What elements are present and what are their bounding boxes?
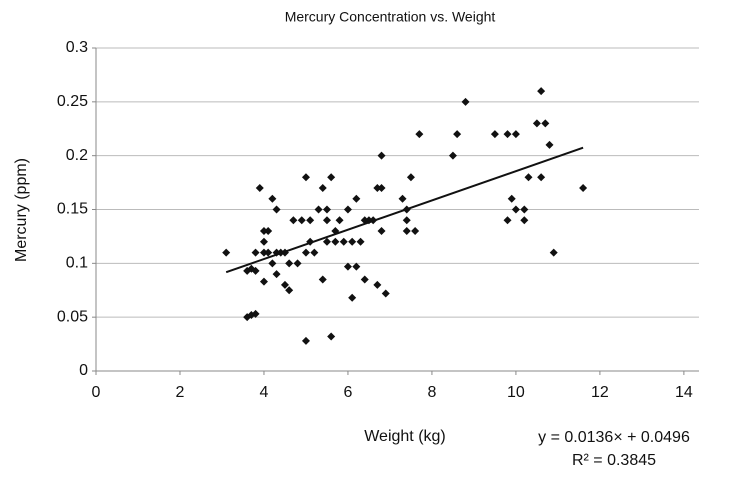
point bbox=[532, 119, 541, 128]
point bbox=[352, 262, 361, 271]
point bbox=[348, 237, 357, 246]
point bbox=[377, 151, 386, 160]
point bbox=[453, 130, 462, 139]
x-tick-label: 2 bbox=[176, 384, 185, 401]
point bbox=[406, 173, 415, 182]
point bbox=[285, 259, 294, 268]
trendline bbox=[225, 146, 584, 274]
point bbox=[461, 97, 470, 106]
point bbox=[377, 227, 386, 236]
point bbox=[537, 173, 546, 182]
point bbox=[490, 130, 499, 139]
point bbox=[549, 248, 558, 257]
point bbox=[520, 216, 529, 225]
point bbox=[322, 205, 331, 214]
point bbox=[322, 237, 331, 246]
point bbox=[280, 280, 289, 289]
point bbox=[352, 194, 361, 203]
point bbox=[511, 130, 520, 139]
point bbox=[402, 216, 411, 225]
point bbox=[415, 130, 424, 139]
point bbox=[297, 216, 306, 225]
point bbox=[331, 237, 340, 246]
x-axis-label: Weight (kg) bbox=[364, 428, 446, 445]
point bbox=[398, 194, 407, 203]
x-tick-label: 4 bbox=[260, 384, 269, 401]
point bbox=[222, 248, 231, 257]
trend-equation: y = 0.0136× + 0.0496 bbox=[538, 429, 690, 446]
point bbox=[507, 194, 516, 203]
point bbox=[255, 183, 264, 192]
point bbox=[373, 183, 382, 192]
point bbox=[272, 248, 281, 257]
point bbox=[289, 216, 298, 225]
point bbox=[524, 173, 533, 182]
point bbox=[343, 205, 352, 214]
point bbox=[251, 248, 260, 257]
point bbox=[301, 248, 310, 257]
point bbox=[356, 237, 365, 246]
point bbox=[503, 130, 512, 139]
point bbox=[301, 336, 310, 345]
y-axis-label: Mercury (ppm) bbox=[13, 158, 30, 262]
point bbox=[259, 277, 268, 286]
trend-r-squared: R² = 0.3845 bbox=[572, 452, 656, 469]
point bbox=[272, 270, 281, 279]
point bbox=[268, 259, 277, 268]
point bbox=[259, 237, 268, 246]
point bbox=[310, 248, 319, 257]
point bbox=[537, 87, 546, 96]
point bbox=[335, 216, 344, 225]
point bbox=[285, 286, 294, 295]
point bbox=[373, 280, 382, 289]
point bbox=[541, 119, 550, 128]
point bbox=[259, 227, 268, 236]
y-tick-label: 0.1 bbox=[66, 255, 88, 272]
y-tick-label: 0.05 bbox=[57, 308, 88, 325]
y-tick-label: 0 bbox=[79, 362, 88, 379]
point bbox=[377, 183, 386, 192]
point bbox=[301, 173, 310, 182]
point bbox=[264, 248, 273, 257]
point bbox=[318, 275, 327, 284]
point bbox=[520, 205, 529, 214]
point bbox=[402, 227, 411, 236]
x-tick-label: 10 bbox=[507, 384, 525, 401]
point bbox=[348, 293, 357, 302]
point bbox=[251, 309, 260, 318]
point bbox=[327, 332, 336, 341]
point bbox=[264, 227, 273, 236]
y-tick-label: 0.2 bbox=[66, 147, 88, 164]
point bbox=[318, 183, 327, 192]
y-tick-label: 0.15 bbox=[57, 201, 88, 218]
point bbox=[327, 173, 336, 182]
chart-title: Mercury Concentration vs. Weight bbox=[285, 9, 496, 25]
point bbox=[268, 194, 277, 203]
point bbox=[259, 248, 268, 257]
x-tick-label: 8 bbox=[427, 384, 436, 401]
point bbox=[448, 151, 457, 160]
y-tick-label: 0.25 bbox=[57, 93, 88, 110]
point bbox=[322, 216, 331, 225]
point bbox=[272, 205, 281, 214]
y-tick-label: 0.3 bbox=[66, 39, 88, 56]
x-tick-label: 6 bbox=[343, 384, 352, 401]
point bbox=[411, 227, 420, 236]
point bbox=[314, 205, 323, 214]
x-tick-label: 14 bbox=[675, 384, 693, 401]
point bbox=[339, 237, 348, 246]
point bbox=[381, 289, 390, 298]
point bbox=[579, 183, 588, 192]
point bbox=[293, 259, 302, 268]
point bbox=[360, 275, 369, 284]
x-tick-label: 12 bbox=[591, 384, 609, 401]
point bbox=[503, 216, 512, 225]
point bbox=[306, 216, 315, 225]
point bbox=[251, 266, 260, 275]
point bbox=[511, 205, 520, 214]
point bbox=[545, 140, 554, 149]
x-tick-label: 0 bbox=[92, 384, 101, 401]
point bbox=[343, 262, 352, 271]
